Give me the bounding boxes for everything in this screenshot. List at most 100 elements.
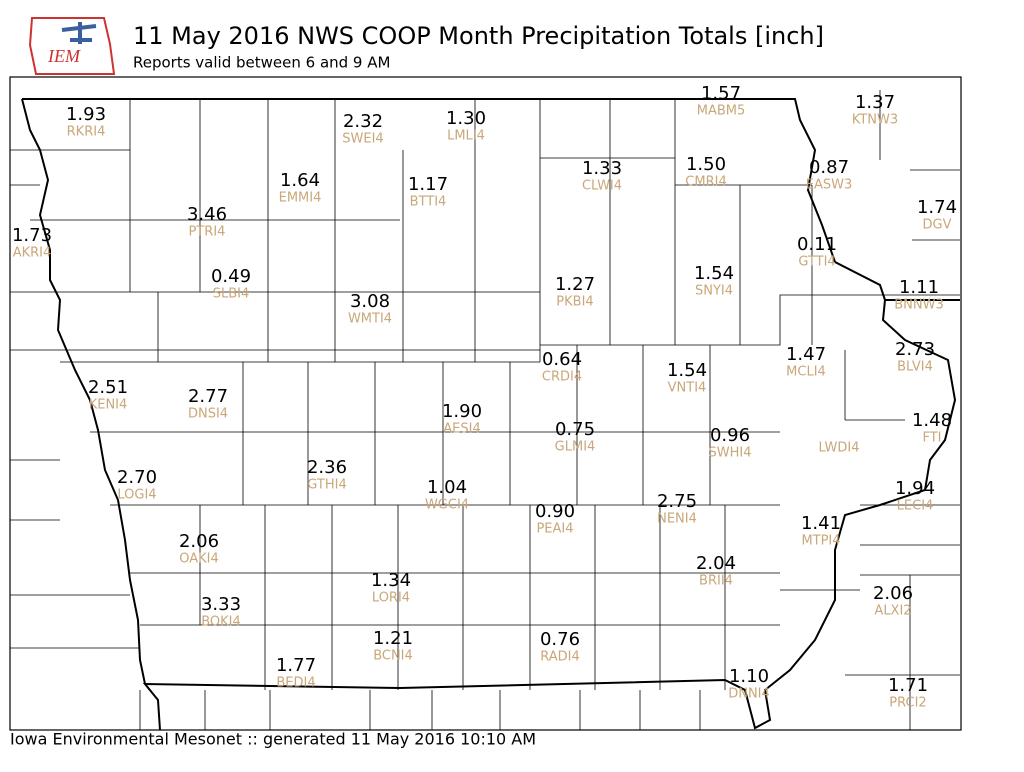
station-id: WMTI4 (348, 312, 392, 327)
station-id: VNTI4 (668, 381, 707, 396)
station-id: EASW3 (806, 178, 852, 193)
station-value: 2.75 (657, 491, 697, 512)
station-value: 1.34 (371, 570, 411, 591)
station-value: 1.48 (912, 410, 952, 431)
station-id: MABM5 (697, 104, 746, 119)
station-id: LECI4 (897, 499, 934, 514)
station-value: 0.75 (555, 419, 595, 440)
map-lines (10, 90, 960, 730)
station-value: 1.47 (786, 344, 826, 365)
station-id: DNSI4 (188, 407, 228, 422)
station-value: 1.10 (729, 666, 769, 687)
station-value: 1.73 (12, 225, 52, 246)
station-id: SLBI4 (213, 287, 250, 302)
station-value: 1.64 (280, 170, 320, 191)
station-value: 1.71 (888, 675, 928, 696)
station-id: SWHI4 (709, 446, 752, 461)
station-id: MTPI4 (801, 534, 840, 549)
station-id: PTRI4 (189, 225, 226, 240)
station-value: 2.06 (873, 583, 913, 604)
station-id: MCLI4 (786, 365, 826, 380)
station-value: 1.33 (582, 158, 622, 179)
station-id: CRDI4 (542, 370, 582, 385)
station-id: DGV (923, 218, 952, 233)
station-value: 0.11 (797, 234, 837, 255)
station-value: 1.90 (442, 401, 482, 422)
station-value: 1.54 (667, 360, 707, 381)
station-value: 2.06 (179, 531, 219, 552)
logo-text: IEM (47, 46, 81, 66)
station-id: LORI4 (372, 591, 410, 606)
station-value: 0.90 (535, 501, 575, 522)
station-value: 1.77 (276, 655, 316, 676)
station-id: WGCI4 (425, 498, 469, 513)
station-value: 1.74 (917, 197, 957, 218)
station-id: GTHI4 (307, 478, 346, 493)
subtitle: Reports valid between 6 and 9 AM (133, 54, 390, 72)
station-value: 1.94 (895, 478, 935, 499)
logo: IEM (28, 17, 116, 75)
station-id: LWDI4 (818, 441, 859, 456)
station-id: NENI4 (657, 512, 697, 527)
station-value: 2.36 (307, 457, 347, 478)
station-id: EMMI4 (279, 191, 322, 206)
station-id: SWEI4 (342, 132, 383, 147)
station-value: 0.76 (540, 629, 580, 650)
station-value: 1.54 (694, 263, 734, 284)
title: 11 May 2016 NWS COOP Month Precipitation… (133, 22, 824, 50)
station-id: CMRI4 (685, 175, 726, 190)
station-id: BNNW3 (894, 298, 944, 313)
station-id: KENI4 (89, 398, 128, 413)
station-id: CLWI4 (582, 179, 622, 194)
station-id: OAKI4 (179, 552, 219, 567)
station-id: PEAI4 (536, 522, 573, 537)
station-id: BTTI4 (410, 195, 447, 210)
station-id: ALXI2 (874, 604, 911, 619)
station-id: RKRI4 (67, 125, 106, 140)
station-value: 1.21 (373, 628, 413, 649)
station-value: 1.41 (801, 513, 841, 534)
station-value: 2.51 (88, 377, 128, 398)
station-value: 3.33 (201, 594, 241, 615)
station-value: 1.93 (66, 104, 106, 125)
station-id: BLVI4 (897, 360, 933, 375)
station-id: DNNI4 (728, 687, 770, 702)
station-value: 1.50 (686, 154, 726, 175)
station-value: 2.77 (188, 386, 228, 407)
station-value: 1.04 (427, 477, 467, 498)
station-value: 1.57 (701, 83, 741, 104)
station-value: 0.64 (542, 349, 582, 370)
station-id: GTTI4 (798, 255, 835, 270)
station-id: BEDI4 (276, 676, 315, 691)
station-value: 1.27 (555, 274, 595, 295)
station-id: KTNW3 (852, 113, 898, 128)
station-id: BOKI4 (201, 615, 241, 630)
station-id: PRCI2 (889, 696, 926, 711)
station-value: 1.30 (446, 108, 486, 129)
station-id: BCNI4 (373, 649, 413, 664)
station-id: AESI4 (443, 422, 480, 437)
footer: Iowa Environmental Mesonet :: generated … (10, 730, 536, 749)
station-value: 0.49 (211, 266, 251, 287)
station-id: GLMI4 (555, 440, 596, 455)
station-id: SNYI4 (695, 284, 733, 299)
station-value: 2.32 (343, 111, 383, 132)
station-id: RADI4 (540, 650, 580, 665)
station-id: BRII4 (699, 574, 733, 589)
station-id: LMLI4 (447, 129, 485, 144)
station-value: 1.37 (855, 92, 895, 113)
station-value: 2.04 (696, 553, 736, 574)
station-id: PKBI4 (556, 295, 593, 310)
station-value: 0.87 (809, 157, 849, 178)
map-frame (9, 76, 962, 731)
station-value: 1.11 (899, 277, 939, 298)
station-value: 2.73 (895, 339, 935, 360)
station-id: AKRI4 (13, 246, 52, 261)
station-value: 3.46 (187, 204, 227, 225)
station-value: 2.70 (117, 467, 157, 488)
station-id: FTI (922, 431, 941, 446)
station-value: 1.17 (408, 174, 448, 195)
station-value: 3.08 (350, 291, 390, 312)
